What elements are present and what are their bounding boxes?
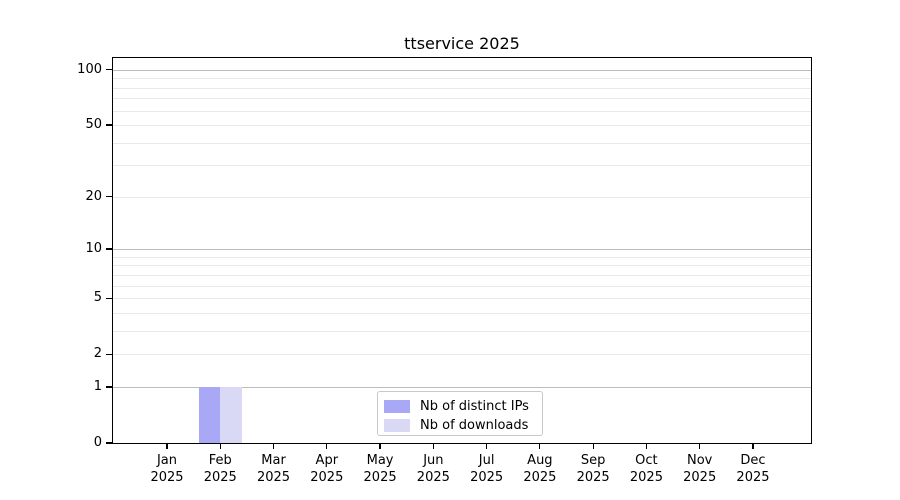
gridline-major-100 [113, 69, 811, 71]
gridline-minor-50 [113, 125, 811, 127]
gridline-minor-90 [113, 78, 811, 80]
legend-label-downloads: Nb of downloads [420, 417, 529, 433]
y-tick-mark-1 [106, 386, 113, 388]
x-tick-label-jun: Jun 2025 [416, 453, 450, 485]
x-tick-label-apr: Apr 2025 [310, 453, 344, 485]
x-tick-label-nov: Nov 2025 [683, 453, 717, 485]
gridline-minor-7 [113, 274, 811, 276]
x-tick-mark-feb [219, 444, 221, 449]
y-tick-mark-100 [106, 69, 113, 71]
x-tick-mark-mar [272, 444, 275, 449]
bar-nb-of-distinct-ips-feb [198, 386, 221, 443]
gridline-minor-80 [113, 87, 811, 89]
legend-item-downloads: Nb of downloads [384, 417, 542, 433]
x-tick-mark-dec [752, 444, 754, 449]
x-tick-label-may: May 2025 [363, 453, 397, 485]
gridline-minor-5 [113, 298, 811, 300]
x-tick-label-oct: Oct 2025 [629, 453, 663, 485]
x-tick-label-feb: Feb 2025 [203, 453, 237, 485]
legend-swatch-downloads [384, 418, 410, 432]
x-tick-mark-may [379, 444, 381, 449]
y-tick-label-2: 2 [93, 346, 102, 362]
gridline-minor-40 [113, 142, 811, 144]
gridline-major-1 [113, 386, 811, 388]
x-tick-mark-apr [326, 444, 328, 449]
y-tick-mark-2 [106, 353, 113, 355]
x-tick-label-dec: Dec 2025 [736, 453, 770, 485]
y-tick-mark-0 [106, 442, 113, 444]
y-tick-label-0: 0 [93, 435, 102, 450]
y-tick-label-1: 1 [93, 378, 102, 394]
gridline-minor-30 [113, 165, 811, 167]
x-tick-mark-oct [645, 444, 648, 449]
x-tick-mark-jul [486, 444, 488, 449]
y-tick-mark-5 [106, 297, 113, 299]
y-tick-label-5: 5 [93, 290, 102, 306]
y-tick-mark-10 [106, 248, 113, 250]
gridline-minor-60 [113, 110, 811, 112]
x-tick-mark-jan [166, 444, 168, 449]
x-tick-label-jan: Jan 2025 [150, 453, 184, 485]
gridline-minor-20 [113, 196, 811, 198]
bar-nb-of-downloads-feb [220, 386, 242, 443]
gridline-minor-2 [113, 354, 811, 356]
gridline-minor-8 [113, 265, 811, 267]
gridline-minor-3 [113, 330, 811, 332]
legend: Nb of distinct IPs Nb of downloads [377, 391, 543, 436]
legend-label-distinct-ips: Nb of distinct IPs [420, 398, 529, 414]
gridline-minor-4 [113, 312, 811, 314]
y-tick-label-10: 10 [85, 241, 102, 257]
y-tick-label-100: 100 [77, 61, 102, 77]
gridline-minor-70 [113, 98, 811, 100]
legend-swatch-distinct-ips [384, 399, 410, 413]
x-tick-label-aug: Aug 2025 [523, 453, 557, 485]
gridline-minor-6 [113, 285, 811, 287]
chart-title: ttservice 2025 [404, 34, 520, 53]
y-tick-mark-20 [106, 196, 113, 198]
x-tick-mark-jun [432, 444, 434, 449]
gridline-minor-9 [113, 256, 811, 258]
plot-area [112, 57, 812, 444]
legend-item-distinct-ips: Nb of distinct IPs [384, 398, 542, 414]
gridline-major-10 [113, 249, 811, 251]
x-tick-label-jul: Jul 2025 [470, 453, 504, 485]
x-tick-mark-aug [539, 444, 541, 449]
y-tick-label-50: 50 [85, 117, 102, 133]
x-tick-mark-nov [699, 444, 701, 449]
x-tick-label-sep: Sep 2025 [576, 453, 610, 485]
y-tick-mark-50 [106, 124, 113, 126]
x-tick-label-mar: Mar 2025 [256, 453, 291, 485]
x-tick-mark-sep [592, 444, 594, 449]
y-tick-label-20: 20 [85, 188, 102, 204]
